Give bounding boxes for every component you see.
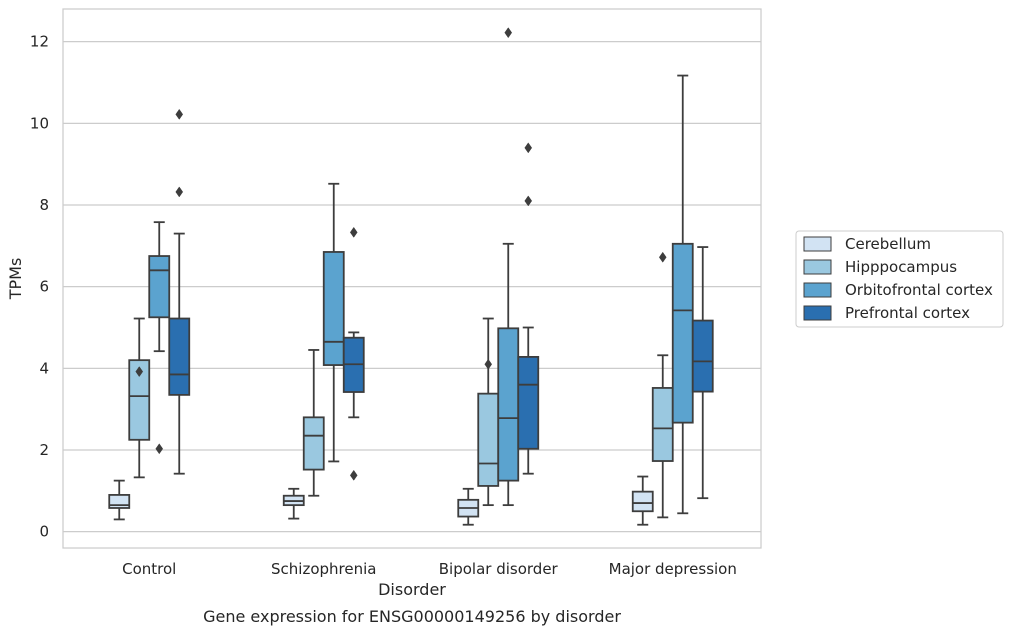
legend-item: Hipppocampus (803, 258, 957, 276)
legend-label: Prefrontal cortex (845, 304, 970, 322)
plot-frame (62, 8, 762, 549)
x-tick-labels: Control Schizophrenia Bipolar disorder Majo… (122, 560, 737, 578)
box (497, 327, 520, 482)
legend-swatch (803, 236, 832, 252)
box-group (148, 221, 171, 455)
box-group (517, 142, 540, 475)
box (671, 242, 694, 424)
outlier-point (155, 443, 164, 455)
outlier-point (658, 251, 667, 263)
x-tick-label: Schizophrenia (271, 560, 376, 578)
legend-swatch (803, 305, 832, 321)
box-group (457, 487, 480, 526)
box-group (631, 475, 654, 526)
box-series (108, 27, 714, 526)
legend-label: Orbitofrontal cortex (845, 281, 993, 299)
box-group (342, 226, 365, 481)
box-group (302, 349, 325, 497)
box-group (128, 317, 151, 479)
y-tick-label: 8 (39, 196, 49, 214)
outlier-point (484, 358, 493, 370)
legend-swatch (803, 259, 832, 275)
box (168, 317, 191, 396)
legend-frame (795, 230, 1004, 328)
x-tick-label: Major depression (609, 560, 737, 578)
box (128, 359, 151, 441)
box-group (168, 108, 191, 475)
box-group (691, 246, 714, 500)
box (322, 251, 345, 366)
series-hipppocampus (128, 251, 674, 519)
box (517, 355, 540, 450)
legend-item: Prefrontal cortex (803, 304, 970, 322)
box (148, 255, 171, 319)
y-axis-label: TPMs (6, 258, 25, 301)
outlier-point (175, 186, 184, 198)
legend-label: Cerebellum (845, 235, 931, 253)
y-tick-label: 10 (30, 114, 49, 132)
chart-caption: Gene expression for ENSG00000149256 by d… (203, 607, 621, 626)
legend: Cerebellum Hipppocampus Orbitofrontal cort… (795, 230, 1004, 328)
outlier-point (524, 142, 533, 154)
box-group (497, 27, 520, 507)
box-group (671, 74, 694, 515)
legend-item: Orbitofrontal cortex (803, 281, 993, 299)
series-prefrontal-cortex (168, 108, 714, 500)
legend-item: Cerebellum (803, 235, 931, 253)
box (477, 392, 500, 487)
box (631, 490, 654, 513)
box (302, 416, 325, 471)
legend-label: Hipppocampus (845, 258, 957, 276)
y-tick-label: 12 (30, 33, 49, 51)
outlier-point (175, 108, 184, 120)
y-tick-label: 2 (39, 441, 49, 459)
outlier-point (504, 27, 513, 39)
box-group (651, 251, 674, 519)
box (651, 387, 674, 462)
y-tick-label: 6 (39, 278, 49, 296)
outlier-point (349, 226, 358, 238)
y-tick-label: 0 (39, 523, 49, 541)
y-tick-label: 4 (39, 359, 49, 377)
series-cerebellum (108, 475, 654, 526)
x-tick-label: Control (122, 560, 176, 578)
y-tick-labels: 0 2 4 6 8 10 12 (30, 33, 49, 541)
box-group (282, 487, 305, 520)
outlier-point (135, 366, 144, 378)
box-group (108, 479, 131, 521)
x-axis-label: Disorder (378, 580, 446, 599)
outlier-point (524, 195, 533, 207)
legend-swatch (803, 282, 832, 298)
box-group (477, 317, 500, 507)
box-group (322, 182, 345, 463)
outlier-point (349, 469, 358, 481)
box (691, 319, 714, 393)
x-tick-label: Bipolar disorder (439, 560, 559, 578)
series-orbitofrontal-cortex (148, 27, 694, 515)
